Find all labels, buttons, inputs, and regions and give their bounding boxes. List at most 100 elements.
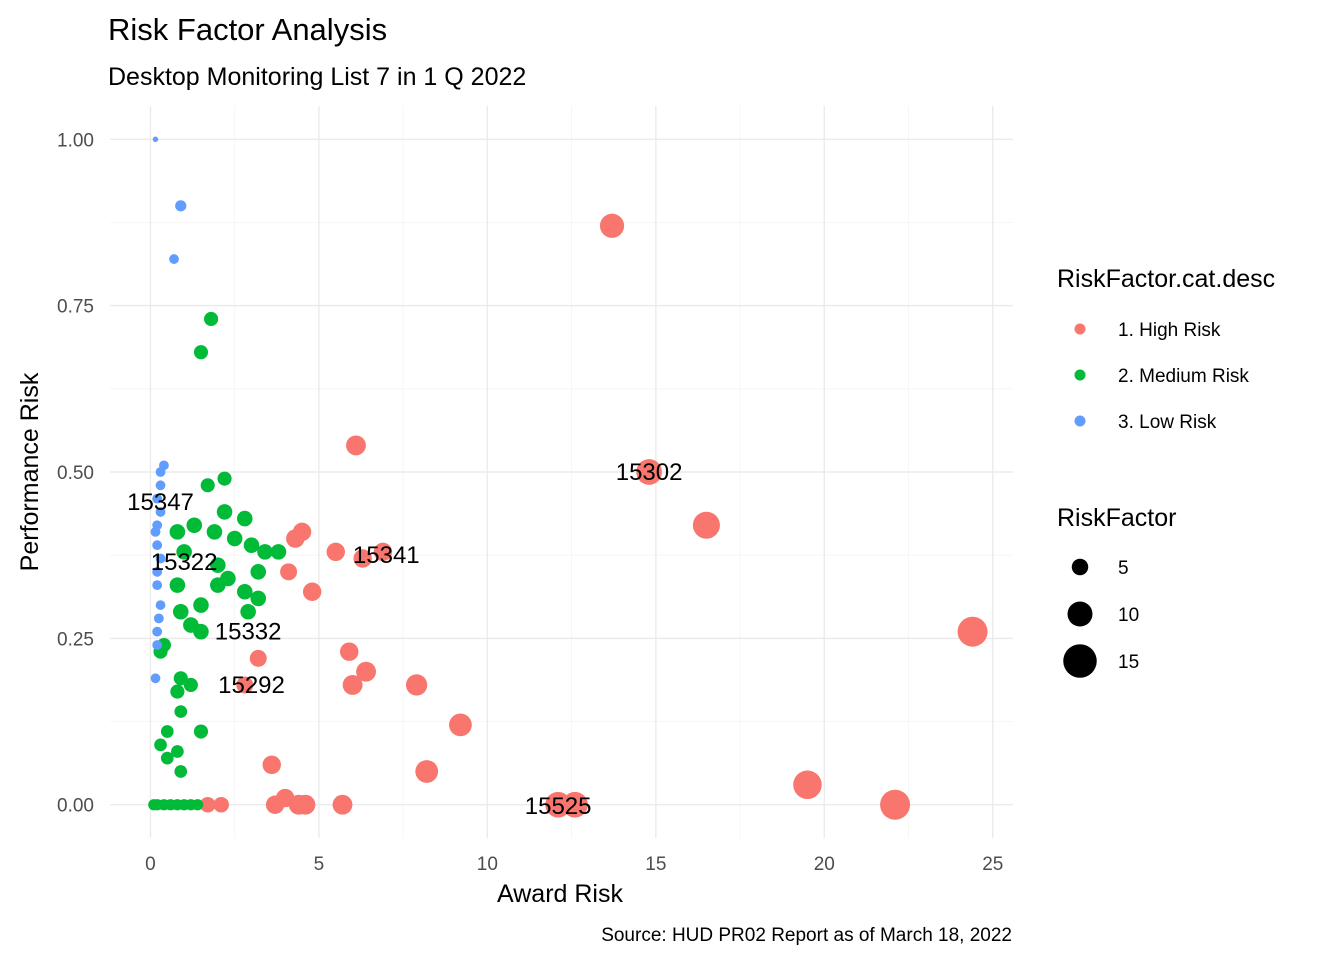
point-label: 15302 xyxy=(616,459,683,486)
legend: RiskFactor.cat.desc 1. High Risk 2. Mediu… xyxy=(1057,265,1275,678)
y-tick-label: 0.75 xyxy=(57,297,94,318)
data-point xyxy=(152,566,163,577)
data-point xyxy=(150,673,161,684)
data-point xyxy=(160,725,174,738)
data-point xyxy=(250,590,267,607)
data-point xyxy=(295,794,316,815)
data-point xyxy=(449,713,472,737)
data-point xyxy=(342,675,363,695)
data-point xyxy=(160,751,174,765)
data-point xyxy=(599,213,625,238)
data-point xyxy=(193,345,209,360)
legend-color-key xyxy=(1074,369,1086,381)
legend-color-key xyxy=(1074,323,1086,335)
data-point xyxy=(170,684,185,699)
data-point xyxy=(155,480,166,491)
data-point xyxy=(150,526,161,537)
data-point xyxy=(562,791,588,818)
y-axis-title: Performance Risk xyxy=(16,372,44,571)
data-point xyxy=(174,765,188,778)
data-point xyxy=(356,661,377,682)
series-2-medium-risk xyxy=(148,311,287,811)
legend-color-label: 2. Medium Risk xyxy=(1118,366,1249,387)
chart-title: Risk Factor Analysis xyxy=(108,12,387,47)
data-point xyxy=(193,724,209,739)
y-tick-label: 0.25 xyxy=(57,629,94,650)
data-point xyxy=(213,796,229,813)
data-points xyxy=(148,136,988,820)
point-label: 15347 xyxy=(127,489,194,516)
data-point xyxy=(326,542,345,562)
x-axis-ticks: 0 5 10 15 20 25 xyxy=(145,854,1003,875)
data-point xyxy=(204,311,219,327)
data-point xyxy=(957,616,988,647)
data-point xyxy=(280,563,298,581)
data-point xyxy=(210,557,226,573)
data-point xyxy=(193,623,209,640)
data-point xyxy=(169,524,186,540)
x-tick-label: 25 xyxy=(982,854,1003,875)
point-label: 15322 xyxy=(151,549,218,576)
legend-size-key xyxy=(1071,558,1089,576)
chart-subtitle: Desktop Monitoring List 7 in 1 Q 2022 xyxy=(108,63,526,91)
data-point xyxy=(152,580,163,591)
color-legend-title: RiskFactor.cat.desc xyxy=(1057,265,1275,293)
data-point xyxy=(636,459,662,485)
data-point xyxy=(692,511,720,539)
data-point xyxy=(199,796,216,813)
data-point xyxy=(183,677,198,693)
legend-size-label: 15 xyxy=(1118,652,1139,673)
data-point xyxy=(405,674,428,696)
legend-size-key xyxy=(1063,644,1097,678)
data-point xyxy=(793,770,822,800)
data-point xyxy=(236,584,253,600)
legend-color-key xyxy=(1074,415,1086,427)
data-point xyxy=(153,613,164,624)
data-point xyxy=(332,794,353,815)
data-point xyxy=(257,544,273,560)
data-point xyxy=(216,504,233,520)
data-point xyxy=(373,542,393,562)
data-point xyxy=(250,564,267,580)
legend-size-label: 10 xyxy=(1118,605,1139,626)
data-point xyxy=(152,640,163,650)
y-tick-label: 0.50 xyxy=(57,463,94,484)
data-point xyxy=(265,795,285,814)
data-point xyxy=(415,760,439,783)
point-label: 15292 xyxy=(218,672,285,699)
x-tick-label: 20 xyxy=(814,854,835,875)
data-point xyxy=(217,471,232,486)
point-label: 15525 xyxy=(525,793,592,820)
data-point xyxy=(171,745,184,758)
data-point xyxy=(270,544,287,560)
data-point xyxy=(236,510,253,527)
color-legend-items: 1. High Risk 2. Medium Risk 3. Low Risk xyxy=(1074,320,1249,433)
data-point xyxy=(210,577,226,593)
data-point xyxy=(169,254,179,264)
y-tick-label: 1.00 xyxy=(57,130,94,151)
x-tick-label: 10 xyxy=(477,854,498,875)
data-point xyxy=(340,642,359,661)
data-point xyxy=(880,789,911,820)
point-label: 15332 xyxy=(215,619,282,646)
series-1-high-risk xyxy=(199,213,988,820)
point-label: 15341 xyxy=(353,542,420,569)
size-legend-title: RiskFactor xyxy=(1057,504,1176,532)
data-point xyxy=(262,755,281,775)
y-tick-label: 0.00 xyxy=(57,796,94,817)
data-point xyxy=(346,435,366,456)
x-tick-label: 0 xyxy=(145,854,156,875)
legend-size-label: 5 xyxy=(1118,558,1129,579)
data-point xyxy=(200,478,215,493)
legend-color-label: 3. Low Risk xyxy=(1118,412,1217,433)
data-point xyxy=(249,649,267,667)
series-3-low-risk xyxy=(150,136,187,684)
data-point xyxy=(154,738,167,752)
data-point xyxy=(191,799,204,811)
data-point xyxy=(152,136,159,143)
data-point xyxy=(173,671,188,686)
size-legend-items: 5 10 15 xyxy=(1063,558,1139,678)
data-point xyxy=(186,517,203,534)
data-point xyxy=(152,626,163,637)
